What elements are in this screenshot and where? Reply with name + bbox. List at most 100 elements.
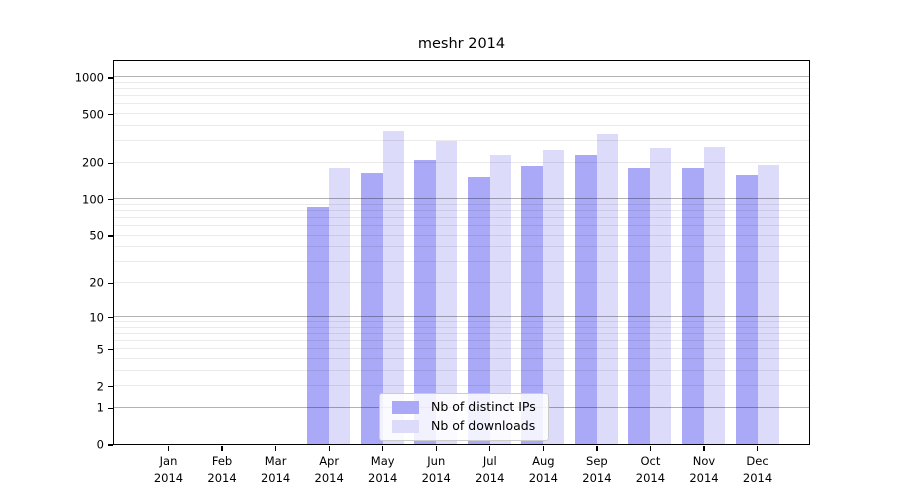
gridline-30 bbox=[114, 261, 809, 263]
gridline-20 bbox=[114, 281, 809, 283]
gridline-400 bbox=[114, 124, 809, 126]
xtick-mark-aug bbox=[542, 446, 545, 451]
plot-area: Nb of distinct IPs Nb of downloads bbox=[113, 60, 810, 445]
xtick-mark-mar bbox=[275, 446, 277, 451]
legend: Nb of distinct IPs Nb of downloads bbox=[379, 393, 549, 441]
ytick-label-50: 50 bbox=[89, 228, 104, 243]
bar-jul-downloads bbox=[489, 154, 511, 444]
bar-aug-downloads bbox=[543, 150, 565, 444]
xtick-label-dec: Dec 2014 bbox=[742, 454, 773, 485]
bar-apr-distinct-ips bbox=[307, 207, 330, 444]
gridline-500 bbox=[114, 113, 809, 115]
gridline-80 bbox=[114, 209, 809, 211]
bar-oct-downloads bbox=[650, 147, 672, 444]
bar-may-distinct-ips bbox=[360, 173, 383, 444]
gridline-70 bbox=[114, 216, 809, 218]
bar-jul-distinct-ips bbox=[467, 176, 490, 444]
xtick-label-oct: Oct 2014 bbox=[635, 454, 666, 485]
gridline-8 bbox=[114, 326, 809, 328]
gridline-200 bbox=[114, 161, 809, 163]
bar-dec-distinct-ips bbox=[735, 174, 758, 444]
gridline-900 bbox=[114, 81, 809, 83]
ytick-mark-1000 bbox=[108, 77, 113, 79]
gridline-1000 bbox=[114, 76, 809, 78]
legend-entry-distinct-ips: Nb of distinct IPs bbox=[392, 401, 536, 414]
xtick-mark-feb bbox=[221, 446, 223, 451]
ytick-label-200: 200 bbox=[82, 155, 104, 170]
bar-aug-distinct-ips bbox=[521, 165, 544, 444]
xtick-mark-jun bbox=[435, 446, 437, 451]
gridline-90 bbox=[114, 203, 809, 205]
xtick-mark-oct bbox=[649, 446, 652, 451]
gridline-6 bbox=[114, 340, 809, 342]
ytick-mark-0 bbox=[108, 444, 113, 446]
ytick-mark-5 bbox=[108, 349, 113, 351]
ytick-mark-100 bbox=[108, 199, 113, 201]
ytick-label-1000: 1000 bbox=[74, 70, 104, 85]
legend-swatch-distinct-ips bbox=[392, 401, 419, 414]
xtick-label-jun: Jun 2014 bbox=[421, 454, 451, 485]
xtick-mark-sep bbox=[596, 446, 598, 451]
legend-entry-downloads: Nb of downloads bbox=[392, 420, 536, 433]
ytick-mark-10 bbox=[108, 316, 113, 319]
ytick-mark-50 bbox=[108, 235, 113, 237]
bar-jun-distinct-ips bbox=[414, 159, 437, 444]
bar-nov-distinct-ips bbox=[682, 167, 704, 444]
xtick-label-mar: Mar 2014 bbox=[260, 454, 291, 485]
bar-apr-downloads bbox=[329, 167, 351, 444]
ytick-label-100: 100 bbox=[82, 192, 104, 206]
xtick-mark-may bbox=[382, 446, 384, 451]
gridline-700 bbox=[114, 95, 809, 97]
gridline-9 bbox=[114, 321, 809, 323]
ytick-label-0: 0 bbox=[96, 437, 104, 452]
xtick-label-feb: Feb 2014 bbox=[207, 454, 237, 485]
ytick-label-5: 5 bbox=[96, 342, 104, 357]
ytick-mark-200 bbox=[108, 162, 113, 164]
bar-jun-downloads bbox=[436, 140, 458, 444]
xtick-mark-jan bbox=[167, 446, 170, 451]
xtick-label-apr: Apr 2014 bbox=[314, 454, 344, 485]
gridline-5 bbox=[114, 348, 809, 350]
gridline-2 bbox=[114, 385, 809, 387]
chart-title: meshr 2014 bbox=[417, 36, 506, 52]
ytick-label-500: 500 bbox=[82, 106, 104, 121]
gridline-300 bbox=[114, 140, 809, 142]
ytick-mark-20 bbox=[108, 282, 113, 284]
gridline-4 bbox=[114, 357, 809, 359]
ytick-label-10: 10 bbox=[89, 309, 104, 324]
bar-nov-downloads bbox=[704, 146, 725, 444]
gridline-40 bbox=[114, 246, 809, 248]
xtick-label-jan: Jan 2014 bbox=[153, 454, 184, 485]
xtick-mark-jul bbox=[489, 446, 491, 451]
xtick-label-nov: Nov 2014 bbox=[689, 454, 719, 485]
xtick-mark-apr bbox=[328, 446, 330, 451]
ytick-mark-2 bbox=[108, 386, 113, 388]
ytick-label-1: 1 bbox=[96, 400, 104, 415]
xtick-mark-nov bbox=[703, 446, 705, 451]
gridline-10 bbox=[114, 316, 809, 318]
legend-label-downloads: Nb of downloads bbox=[431, 418, 536, 434]
bar-sep-downloads bbox=[596, 133, 618, 444]
xtick-label-sep: Sep 2014 bbox=[582, 454, 612, 485]
xtick-mark-dec bbox=[756, 446, 759, 451]
bar-oct-distinct-ips bbox=[628, 167, 651, 444]
bar-sep-distinct-ips bbox=[574, 154, 597, 444]
bar-dec-downloads bbox=[757, 164, 779, 444]
xtick-label-aug: Aug 2014 bbox=[528, 454, 558, 485]
gridline-3 bbox=[114, 369, 809, 371]
legend-label-distinct-ips: Nb of distinct IPs bbox=[431, 399, 536, 415]
ytick-label-2: 2 bbox=[96, 378, 104, 393]
legend-swatch-downloads bbox=[392, 420, 419, 433]
ytick-mark-500 bbox=[108, 114, 113, 116]
ytick-mark-1 bbox=[108, 407, 113, 409]
gridline-100 bbox=[114, 198, 809, 200]
bar-may-downloads bbox=[382, 130, 404, 444]
gridline-7 bbox=[114, 333, 809, 334]
gridline-800 bbox=[114, 88, 809, 90]
ytick-label-20: 20 bbox=[89, 275, 104, 290]
gridline-600 bbox=[114, 103, 809, 105]
xtick-label-may: May 2014 bbox=[368, 454, 398, 485]
xtick-label-jul: Jul 2014 bbox=[475, 454, 505, 485]
gridline-50 bbox=[114, 234, 809, 236]
